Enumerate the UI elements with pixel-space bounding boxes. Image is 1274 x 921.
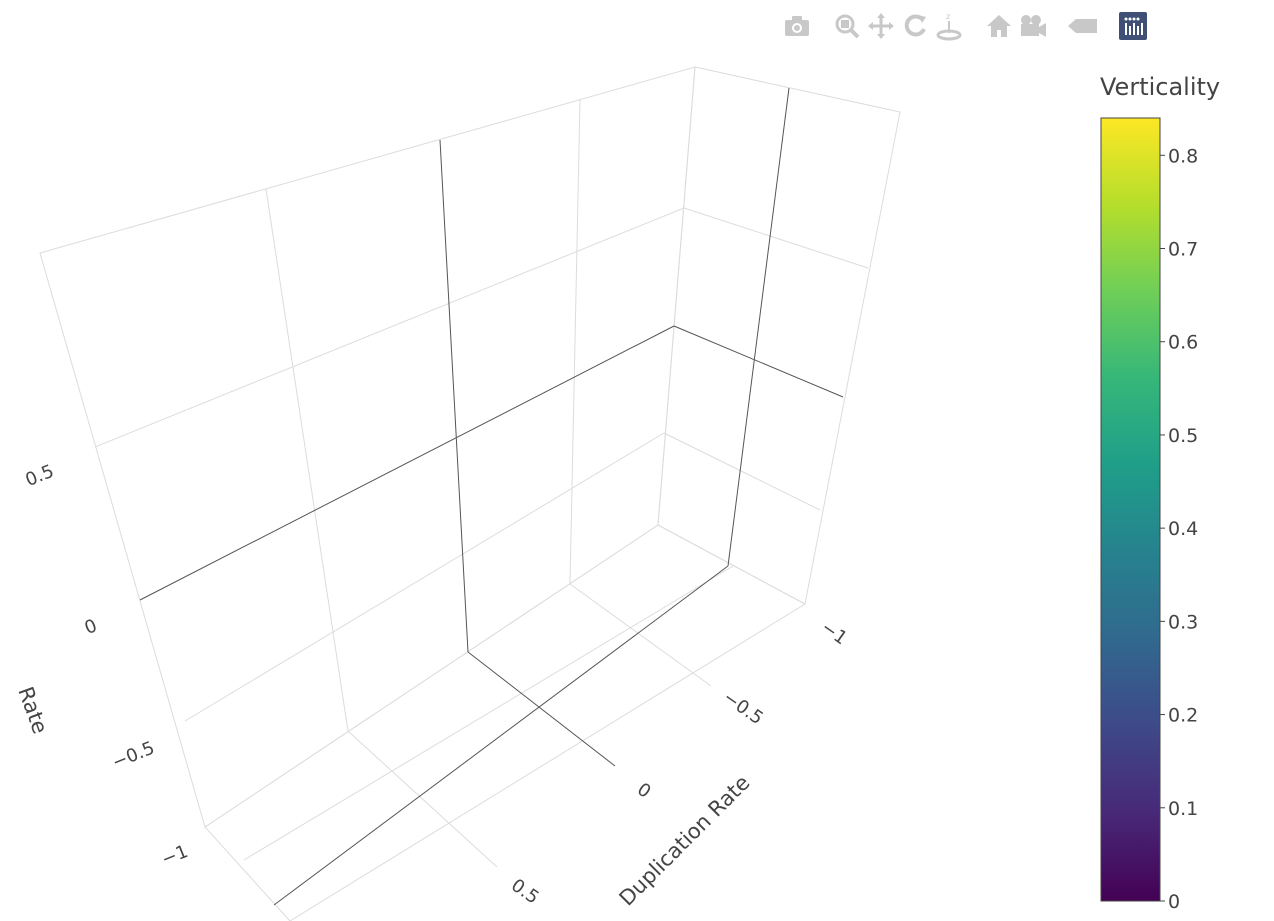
grid-line: [683, 207, 869, 269]
zero-line: [673, 325, 844, 398]
plotly-logo-icon[interactable]: [1116, 10, 1150, 42]
zero-line: [439, 139, 469, 653]
zero-line: [727, 87, 790, 567]
3d-scene[interactable]: 0.5 0 −0.5 −1 Rate −1 −0.5 0 0.5 Duplica…: [13, 66, 901, 921]
grid-line: [663, 432, 821, 511]
grid-line: [265, 188, 349, 732]
colorbar-ticks: 0 0.1 0.2 0.3 0.4 0.5 0.6 0.7 0.8: [1160, 145, 1198, 913]
colorbar-tick-label: 0.6: [1168, 332, 1198, 354]
x-tick-label: 0: [633, 779, 654, 803]
y-tick-label: −0.5: [109, 738, 157, 774]
colorbar: Verticality 0 0.1 0.2 0.3 0.4 0.5 0.6 0.7 0.8: [1100, 73, 1220, 913]
y-tick-label: −1: [159, 841, 191, 870]
grid-line: [243, 565, 734, 861]
colorbar-tick-label: 0.2: [1168, 705, 1198, 727]
colorbar-tick-label: 0.3: [1168, 611, 1198, 633]
home-icon[interactable]: [982, 10, 1016, 42]
zero-line: [467, 651, 616, 767]
grid-line: [184, 432, 665, 722]
camera-view-icon[interactable]: [1016, 10, 1050, 42]
x-tick-label: −0.5: [719, 687, 767, 729]
x-tick-label: −1: [817, 617, 851, 649]
x-tick-label: 0.5: [507, 875, 543, 909]
colorbar-tick-label: 0.4: [1168, 518, 1198, 540]
zero-line: [139, 325, 675, 601]
colorbar-tick-label: 0.8: [1168, 145, 1198, 167]
colorbar-tick-label: 0.1: [1168, 798, 1198, 820]
svg-text:z: z: [946, 12, 950, 21]
right-wall: [657, 66, 901, 605]
y-axis-title: Rate: [13, 684, 52, 737]
zero-line: [273, 565, 729, 906]
y-tick-label: 0: [82, 615, 100, 639]
zoom-icon[interactable]: [830, 10, 864, 42]
modebar: z: [780, 10, 1150, 42]
camera-icon[interactable]: [780, 10, 814, 42]
grid-line: [569, 99, 581, 585]
hover-toggle-icon[interactable]: [1066, 10, 1100, 42]
orbit-rotate-icon[interactable]: [898, 10, 932, 42]
colorbar-tick-label: 0.5: [1168, 425, 1198, 447]
floor: [204, 524, 807, 921]
y-tick-label: 0.5: [23, 461, 57, 491]
colorbar-title: Verticality: [1100, 73, 1220, 101]
colorbar-tick-label: 0.7: [1168, 239, 1198, 261]
colorbar-gradient: [1100, 117, 1161, 902]
grid-line: [347, 730, 498, 868]
colorbar-tick-label: 0: [1168, 891, 1180, 913]
grid-line: [569, 583, 712, 687]
pan-icon[interactable]: [864, 10, 898, 42]
back-wall: [39, 66, 696, 828]
turntable-rotate-icon[interactable]: z: [932, 10, 966, 42]
grid-line: [94, 207, 685, 448]
